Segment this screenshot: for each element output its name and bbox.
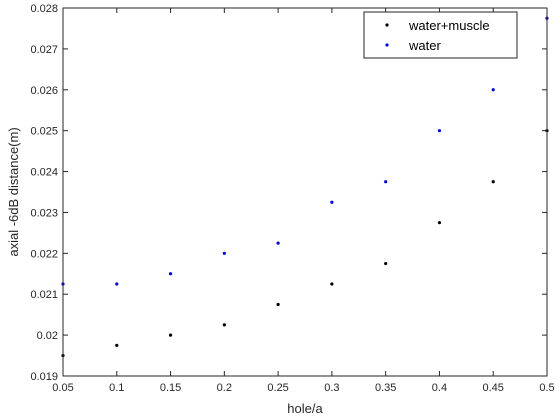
- legend-box: [363, 11, 518, 59]
- data-point-water: [330, 200, 334, 204]
- data-point-water: [384, 180, 388, 184]
- legend-marker-water: [385, 43, 389, 47]
- data-point-water: [115, 282, 119, 286]
- data-point-water-muscle: [437, 221, 442, 225]
- data-point-water: [276, 241, 280, 245]
- x-tick-label: 0.4: [432, 382, 447, 394]
- y-tick-label: 0.025: [30, 126, 58, 138]
- x-axis-title: hole/a: [287, 401, 323, 416]
- data-point-water-muscle: [222, 323, 226, 327]
- x-tick-label: 0.25: [267, 382, 288, 394]
- data-point-water: [437, 129, 442, 133]
- x-tick-label: 0.3: [324, 382, 339, 394]
- data-point-water: [168, 272, 173, 276]
- data-point-water-muscle: [330, 282, 334, 286]
- data-point-water-muscle: [115, 343, 119, 347]
- y-tick-label: 0.028: [30, 3, 58, 15]
- y-tick-label: 0.019: [30, 371, 58, 383]
- y-tick-label: 0.02: [37, 330, 58, 342]
- data-points: [61, 16, 549, 358]
- legend: water+muscle water: [363, 11, 518, 59]
- y-tick-label: 0.026: [30, 85, 58, 97]
- x-tick-label: 0.35: [375, 382, 396, 394]
- axes-box: [62, 7, 548, 377]
- data-point-water-muscle: [276, 302, 280, 307]
- y-tick-label: 0.021: [30, 289, 58, 301]
- x-tick-label: 0.45: [483, 382, 504, 394]
- x-tick-label: 0.05: [52, 382, 73, 394]
- y-tick-label: 0.023: [30, 207, 58, 219]
- data-point-water-muscle: [384, 261, 388, 266]
- x-tick-label: 0.1: [109, 382, 124, 394]
- plot-area: [63, 8, 547, 376]
- y-tick-label: 0.027: [30, 44, 58, 56]
- y-tick-label: 0.024: [30, 167, 58, 179]
- legend-marker-water-muscle: [385, 23, 389, 27]
- y-tick-label: 0.022: [30, 248, 58, 260]
- data-point-water-muscle: [491, 180, 495, 184]
- x-tick-label: 0.5: [539, 382, 554, 394]
- x-tick-label: 0.15: [160, 382, 181, 394]
- x-tick-label: 0.2: [217, 382, 232, 394]
- data-point-water-muscle: [168, 333, 173, 337]
- data-point-water: [491, 88, 495, 92]
- y-axis-title: axial -6dB distance(m): [6, 127, 21, 256]
- tick-labels: 0.05 0.1 0.15 0.2 0.25 0.3 0.35 0.4 0.45 0.5 0.019…: [30, 3, 554, 394]
- legend-label-water-muscle: water+muscle: [408, 18, 490, 33]
- legend-label-water: water: [408, 38, 441, 53]
- data-point-water: [222, 251, 226, 255]
